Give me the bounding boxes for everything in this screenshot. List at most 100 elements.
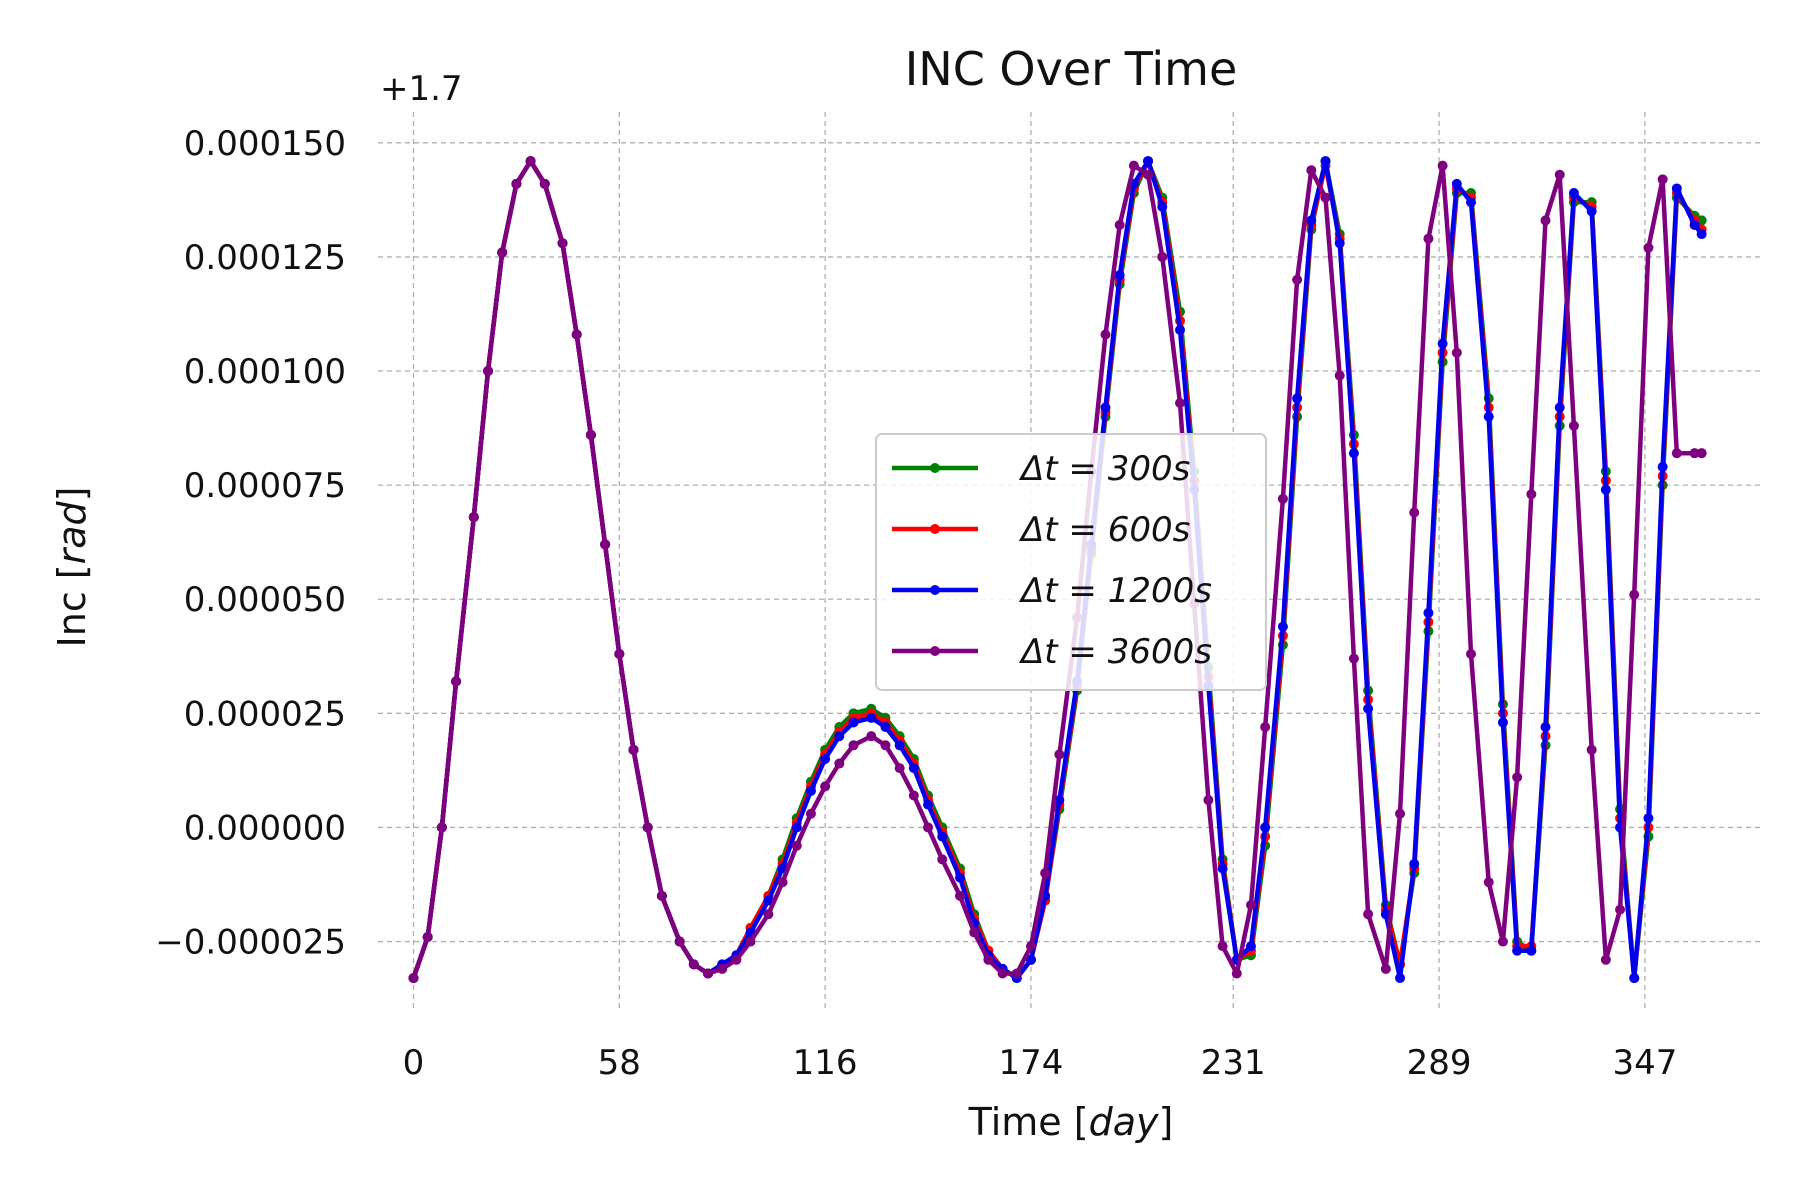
data-point: [1466, 649, 1477, 659]
data-point: [483, 366, 494, 377]
series-group: [408, 156, 1707, 984]
x-axis-label-unit: day: [1089, 1100, 1159, 1144]
data-point: [866, 731, 877, 742]
data-point: [525, 156, 536, 167]
data-point: [908, 790, 919, 801]
data-point: [1040, 868, 1051, 879]
data-point: [1277, 621, 1288, 632]
data-point: [1483, 411, 1494, 422]
data-point: [820, 781, 831, 792]
y-axis-label-prefix: Inc [: [50, 564, 94, 647]
data-point: [1689, 448, 1700, 459]
legend-item: Δt = 300s: [892, 449, 1190, 489]
data-point: [1629, 589, 1640, 600]
data-point: [731, 954, 742, 965]
data-point: [1217, 941, 1228, 952]
data-point: [777, 877, 788, 888]
data-point: [1497, 936, 1508, 947]
data-point: [954, 872, 965, 883]
data-point: [1025, 954, 1036, 965]
data-point: [1348, 653, 1359, 664]
data-point: [1615, 904, 1626, 915]
data-point: [805, 785, 816, 796]
data-point: [1586, 744, 1597, 755]
data-point: [791, 822, 802, 833]
data-point: [1600, 484, 1611, 495]
data-point: [497, 247, 508, 258]
y-tick-label: 0.000125: [184, 238, 346, 278]
data-point: [1277, 493, 1288, 504]
x-axis-label-prefix: Time [: [968, 1100, 1089, 1144]
data-point: [1157, 251, 1168, 262]
y-offset-label: +1.7: [380, 69, 463, 109]
data-point: [628, 744, 639, 755]
data-point: [656, 890, 667, 901]
data-point: [969, 927, 980, 938]
data-point: [1689, 219, 1700, 230]
data-point: [1054, 795, 1065, 806]
data-point: [820, 753, 831, 764]
x-tick-label: 58: [598, 1043, 641, 1083]
data-point: [923, 799, 934, 810]
data-point: [674, 936, 685, 947]
data-point: [1512, 772, 1523, 783]
data-point: [745, 936, 756, 947]
data-point: [1100, 329, 1111, 340]
data-point: [763, 909, 774, 920]
y-tick-label: −0.000025: [155, 923, 346, 963]
data-point: [571, 329, 582, 340]
data-point: [1497, 717, 1508, 728]
y-tick-label: 0.000000: [184, 808, 346, 848]
data-point: [614, 649, 625, 659]
legend-marker: [930, 524, 940, 534]
data-point: [408, 973, 419, 984]
x-tick-label: 347: [1612, 1043, 1677, 1083]
data-point: [1143, 156, 1154, 167]
data-point: [422, 931, 433, 942]
data-point: [763, 895, 774, 906]
data-point: [1128, 160, 1139, 171]
data-point: [717, 963, 728, 974]
x-tick-label: 231: [1201, 1043, 1266, 1083]
data-point: [1380, 963, 1391, 974]
data-point: [1629, 973, 1640, 984]
data-point: [1100, 402, 1111, 413]
x-tick-labels: 0 58 116 174 231 289 347: [403, 1043, 1678, 1083]
data-point: [1671, 448, 1682, 459]
legend-marker: [930, 585, 940, 595]
data-point: [1657, 174, 1668, 185]
data-point: [937, 831, 948, 842]
legend-label: Δt = 3600s: [1018, 632, 1212, 672]
data-point: [1292, 274, 1303, 285]
legend-item: Δt = 3600s: [892, 632, 1212, 672]
data-point: [1696, 229, 1707, 240]
data-point: [954, 890, 965, 901]
data-point: [1643, 242, 1654, 253]
x-tick-label: 0: [403, 1043, 425, 1083]
data-point: [1512, 945, 1523, 956]
data-point: [1483, 877, 1494, 888]
data-point: [703, 968, 714, 979]
data-point: [1409, 858, 1420, 869]
data-point: [1643, 813, 1654, 824]
data-point: [1554, 402, 1565, 413]
data-point: [1175, 397, 1186, 408]
legend-label: Δt = 300s: [1018, 449, 1190, 489]
legend-item: Δt = 600s: [892, 510, 1190, 550]
data-point: [1025, 941, 1036, 952]
x-tick-label: 116: [793, 1043, 858, 1083]
data-point: [923, 822, 934, 833]
data-point: [1451, 347, 1462, 358]
x-tick-label: 174: [999, 1043, 1064, 1083]
data-point: [1054, 749, 1065, 760]
data-point: [1540, 722, 1551, 733]
data-point: [894, 740, 905, 751]
data-point: [1466, 197, 1477, 208]
data-point: [1245, 941, 1256, 952]
data-point: [1320, 156, 1331, 167]
data-point: [468, 512, 479, 523]
legend-label: Δt = 600s: [1018, 510, 1190, 550]
y-tick-label: 0.000150: [184, 124, 346, 164]
data-point: [1157, 201, 1168, 212]
data-point: [791, 840, 802, 851]
